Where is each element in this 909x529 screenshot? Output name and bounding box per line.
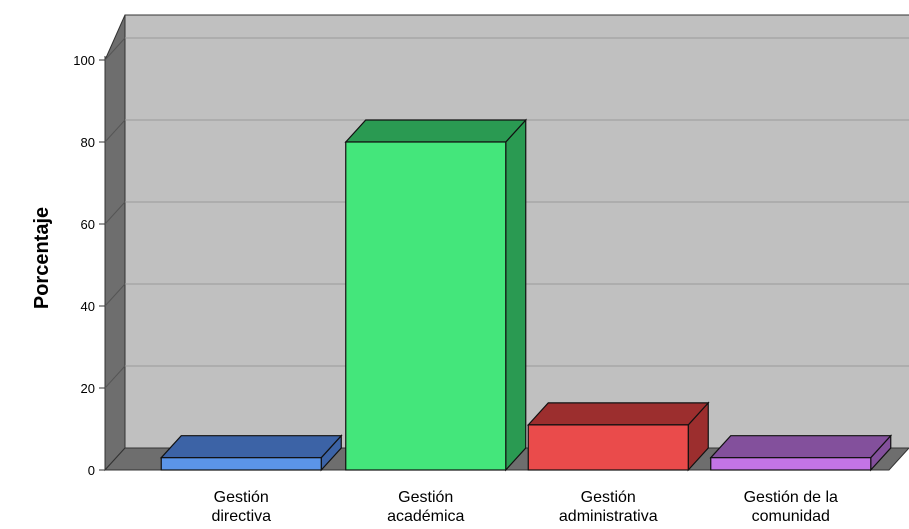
bars [159,118,893,472]
bar [526,401,710,472]
x-category-label: Gestión académica [387,489,464,525]
bar [709,434,893,472]
x-axis-categories: Gestión directiva Gestión académica Gestión a… [211,489,838,525]
bar-front [345,141,507,471]
x-category-label: Gestión de la comunidad [744,489,838,525]
x-category-label-line: Gestión [398,489,453,506]
y-tick-label: 80 [81,135,95,150]
y-axis-ticks: 0 20 40 60 80 100 [73,53,105,478]
x-category-label-line: Gestión [581,489,636,506]
bar-top [159,435,343,459]
x-category-label-line: Gestión de la [744,489,838,506]
y-tick-label: 20 [81,381,95,396]
bar-front [160,457,322,471]
y-tick-label: 100 [73,53,95,68]
gridline-side [104,283,126,307]
bar-side [505,118,527,472]
x-category-label-line: Gestión [214,489,269,506]
left-wall [104,14,126,472]
y-tick-label: 60 [81,217,95,232]
x-category-label-line: académica [387,508,464,525]
gridline-side [104,201,126,225]
gridline-side [104,119,126,143]
gridline-side [104,37,126,61]
bar-top [709,435,893,459]
bar [344,118,528,472]
x-category-label-line: administrativa [559,508,658,525]
bar-top [526,402,710,426]
x-category-label-line: comunidad [752,508,830,525]
x-category-label-line: directiva [211,508,271,525]
x-category-label: Gestión administrativa [559,489,658,525]
y-axis-title: Porcentaje [31,207,53,309]
bar-front [527,424,689,471]
y-tick-label: 40 [81,299,95,314]
y-tick-label: 0 [88,463,95,478]
bar [159,434,343,472]
gridline-side [104,365,126,389]
bar-front [710,457,872,471]
x-category-label: Gestión directiva [211,489,271,525]
bar-top [344,119,528,143]
